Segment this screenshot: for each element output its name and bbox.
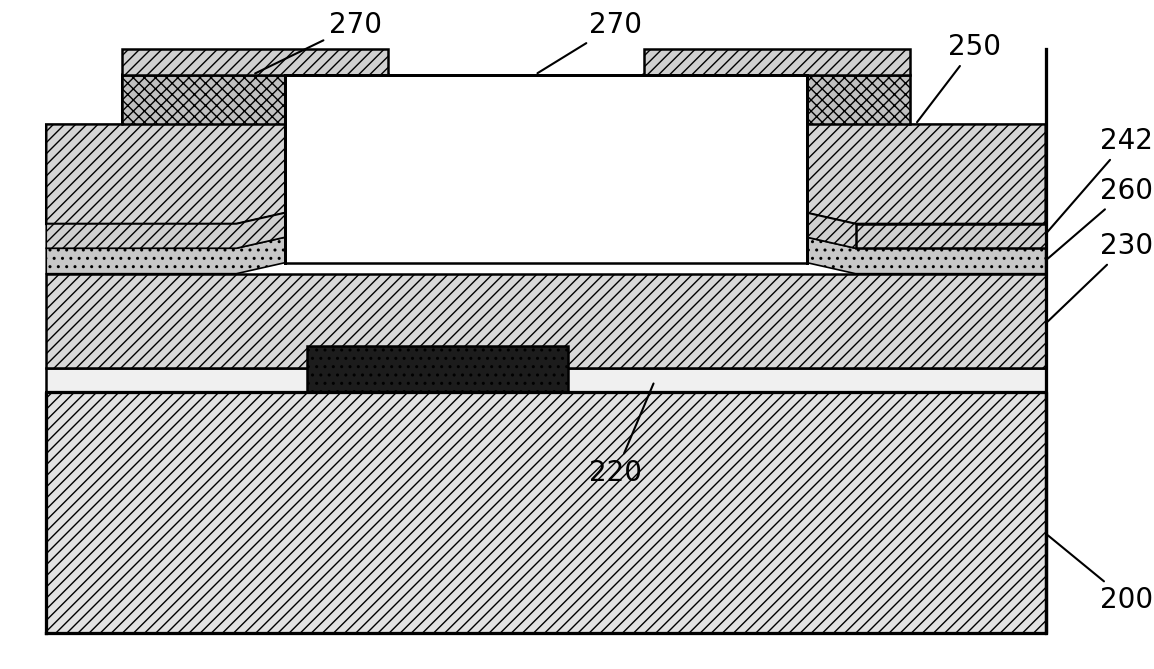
Polygon shape — [122, 50, 389, 75]
Text: 200: 200 — [1048, 535, 1153, 614]
Polygon shape — [46, 392, 1046, 633]
Polygon shape — [285, 75, 807, 263]
Text: 260: 260 — [1048, 177, 1153, 259]
Polygon shape — [644, 50, 909, 75]
Polygon shape — [46, 213, 285, 248]
Polygon shape — [46, 368, 1046, 392]
Text: 250: 250 — [917, 33, 1001, 122]
Polygon shape — [855, 224, 1046, 248]
Polygon shape — [46, 237, 1046, 274]
Polygon shape — [46, 274, 1046, 368]
Text: 220: 220 — [590, 383, 653, 487]
Polygon shape — [644, 75, 1046, 224]
Polygon shape — [644, 75, 909, 124]
Polygon shape — [307, 346, 568, 392]
Text: 270: 270 — [255, 11, 382, 74]
Polygon shape — [46, 75, 389, 224]
Polygon shape — [807, 213, 1046, 248]
Polygon shape — [122, 75, 389, 124]
Text: 270: 270 — [538, 11, 643, 73]
Text: 242: 242 — [1048, 127, 1153, 231]
Text: 230: 230 — [1048, 232, 1153, 322]
